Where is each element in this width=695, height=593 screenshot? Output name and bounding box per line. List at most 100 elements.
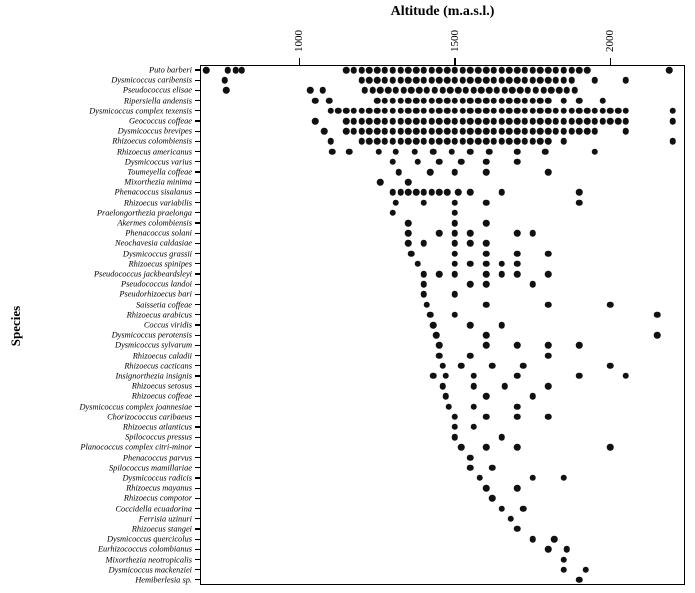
y-tick-mark <box>195 579 200 581</box>
species-label: Coccidella ecuadorina <box>115 504 192 514</box>
data-point <box>389 117 396 125</box>
data-point <box>591 77 599 84</box>
y-tick-mark <box>195 120 200 122</box>
data-point <box>482 393 490 400</box>
data-point <box>524 87 532 94</box>
data-point <box>414 260 421 268</box>
data-point <box>537 138 544 145</box>
species-label: Rhizoecus compotor <box>123 493 192 503</box>
data-point <box>392 199 400 206</box>
y-tick-mark <box>195 497 200 499</box>
data-point <box>544 382 552 390</box>
data-point <box>568 107 575 115</box>
data-point <box>428 77 435 84</box>
data-point <box>420 66 428 74</box>
data-point <box>488 362 496 370</box>
data-point <box>599 107 606 115</box>
data-point <box>614 117 622 125</box>
data-point <box>475 77 482 84</box>
data-point <box>475 107 482 115</box>
data-point <box>436 189 443 196</box>
species-label: Spilococcus pressus <box>125 432 192 442</box>
data-point <box>529 97 536 104</box>
y-tick-mark <box>195 467 200 469</box>
species-label: Neochavesia caldasiae <box>115 238 192 248</box>
data-point <box>482 342 490 349</box>
data-point <box>454 189 462 196</box>
data-point <box>583 117 591 125</box>
data-point <box>423 87 431 94</box>
data-point <box>560 107 567 115</box>
data-point <box>319 87 327 94</box>
data-point <box>591 148 599 155</box>
data-point <box>381 66 389 74</box>
data-point <box>467 189 474 196</box>
species-label: Mixorthezia minima <box>124 177 192 187</box>
species-label: Planococcus complex citri-minor <box>80 442 192 452</box>
data-point <box>478 87 485 94</box>
data-point <box>576 199 583 206</box>
data-point <box>506 107 513 115</box>
species-label: Dysmicoccus caribensis <box>111 75 192 85</box>
data-point <box>669 107 676 115</box>
data-point <box>498 128 505 135</box>
data-point <box>358 117 365 125</box>
data-point <box>311 117 319 125</box>
data-point <box>544 168 552 176</box>
data-point <box>443 117 451 125</box>
data-point <box>482 107 490 115</box>
data-point <box>429 372 437 380</box>
data-point <box>439 362 446 370</box>
y-tick-mark <box>195 89 200 92</box>
y-tick-mark <box>195 385 200 387</box>
data-point <box>321 128 328 135</box>
data-point <box>397 128 404 135</box>
data-point <box>443 77 451 84</box>
data-point <box>591 128 599 135</box>
data-point <box>482 280 490 288</box>
data-point <box>436 97 443 104</box>
data-point <box>544 97 552 104</box>
species-label: Eurhizococcus colombianus <box>97 544 192 554</box>
data-point <box>576 117 583 125</box>
data-point <box>436 66 443 74</box>
data-point <box>400 87 407 94</box>
data-point <box>482 158 490 166</box>
data-point <box>381 97 389 104</box>
data-point <box>506 128 513 135</box>
y-tick-mark <box>195 548 200 550</box>
data-point <box>544 117 552 125</box>
data-point <box>451 219 459 227</box>
data-point <box>405 189 412 196</box>
data-point <box>451 168 459 176</box>
data-point <box>451 413 459 420</box>
data-point <box>513 117 521 125</box>
data-point <box>451 66 459 74</box>
data-point <box>551 535 558 543</box>
data-point <box>552 107 560 115</box>
data-point <box>373 138 381 145</box>
data-point <box>529 229 536 237</box>
data-point <box>520 362 527 370</box>
y-tick-mark <box>195 538 200 540</box>
data-point <box>358 107 365 115</box>
y-tick-mark <box>195 375 200 377</box>
data-point <box>544 352 552 359</box>
data-point <box>358 128 365 135</box>
data-point <box>669 138 676 145</box>
data-point <box>389 107 396 115</box>
species-label: Saissetia coffeae <box>135 300 192 310</box>
data-point <box>397 189 404 196</box>
y-tick-mark <box>195 151 200 153</box>
data-point <box>475 128 482 135</box>
species-label: Dysmicoccus sylvarum <box>115 340 192 350</box>
species-label: Pseudococcus landoi <box>121 279 192 289</box>
data-point <box>653 311 661 319</box>
data-point <box>544 546 552 553</box>
data-point <box>521 117 529 125</box>
data-point <box>666 66 673 74</box>
data-point <box>467 260 474 268</box>
data-point <box>560 474 567 482</box>
data-point <box>429 148 437 155</box>
y-tick-mark <box>195 426 200 428</box>
